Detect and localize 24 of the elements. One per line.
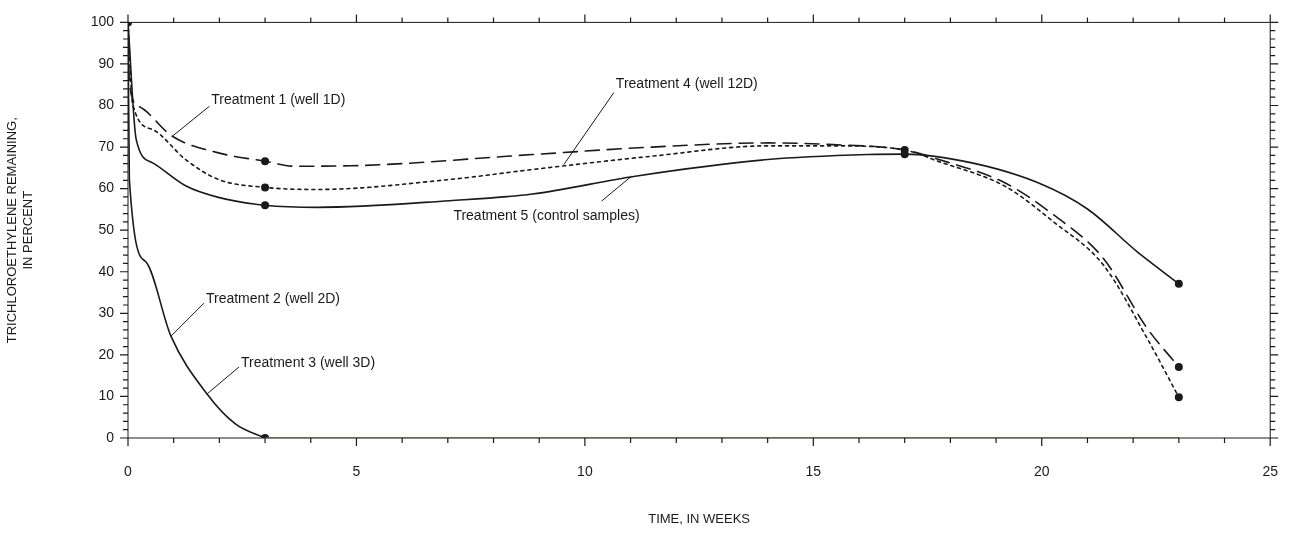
y-tick-label: 90 [98, 54, 115, 71]
x-tick-label: 15 [805, 463, 822, 480]
y-tick-label: 30 [98, 304, 115, 321]
y-tick-label: 20 [98, 345, 115, 362]
y-tick-label: 40 [98, 262, 115, 279]
x-tick-label: 10 [577, 463, 593, 480]
y-tick-label: 0 [106, 428, 115, 445]
annotation: Treatment 3 (well 3D) [241, 353, 376, 370]
y-tick-label: 50 [98, 221, 115, 238]
annotation: Treatment 2 (well 2D) [205, 290, 341, 307]
y-tick-label: 10 [98, 387, 115, 404]
x-tick-label: 20 [1033, 463, 1050, 480]
y-tick-label: 80 [98, 96, 115, 113]
annotation: Treatment 1 (well 1D) [211, 91, 346, 108]
annotation: Treatment 5 (control samples) [453, 207, 640, 224]
annotation: Treatment 4 (well 12D) [615, 75, 758, 92]
x-tick-label: 25 [1262, 463, 1279, 480]
y-tick-label: 100 [90, 13, 115, 30]
y-tick-label: 70 [98, 137, 115, 154]
x-tick-label: 0 [124, 463, 133, 480]
x-axis-title: TIME, IN WEEKS [648, 510, 751, 526]
x-tick-label: 5 [352, 463, 361, 480]
y-axis-title: TRICHLOROETHYLENE REMAINING, IN PERCENT [3, 117, 35, 344]
y-tick-label: 60 [98, 179, 115, 196]
